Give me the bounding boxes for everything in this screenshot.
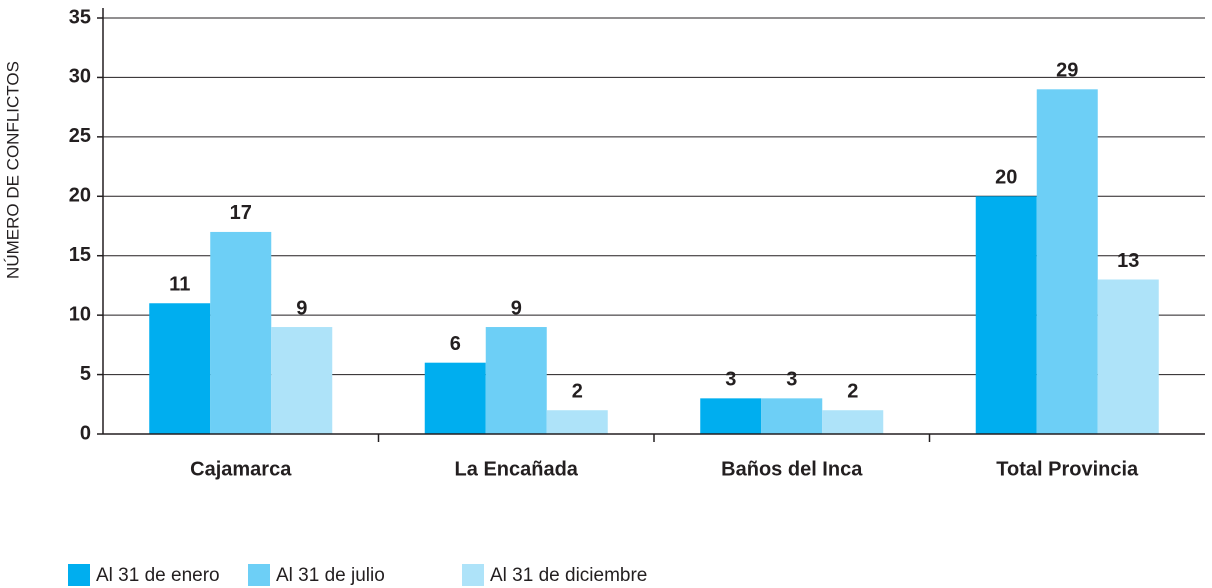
x-tick-label: Cajamarca bbox=[190, 458, 292, 480]
y-tick-label: 15 bbox=[69, 244, 91, 266]
legend-swatch bbox=[68, 564, 90, 586]
bar bbox=[546, 410, 608, 434]
data-label: 2 bbox=[847, 381, 858, 403]
bar bbox=[210, 231, 272, 434]
data-label: 11 bbox=[169, 274, 190, 296]
data-label: 3 bbox=[725, 369, 736, 391]
y-tick-label: 5 bbox=[80, 363, 91, 385]
data-label: 2 bbox=[572, 381, 583, 403]
bar bbox=[149, 303, 211, 434]
y-tick-label: 30 bbox=[69, 66, 91, 88]
y-tick-label: 35 bbox=[69, 6, 91, 28]
bar bbox=[700, 398, 762, 434]
bar bbox=[761, 398, 823, 434]
y-tick-label: 25 bbox=[69, 125, 91, 147]
legend-label: Al 31 de enero bbox=[96, 565, 220, 586]
legend-swatch bbox=[248, 564, 270, 586]
bar bbox=[975, 196, 1037, 434]
legend-label: Al 31 de julio bbox=[276, 565, 385, 586]
data-label: 9 bbox=[511, 297, 522, 319]
data-label: 3 bbox=[786, 369, 797, 391]
legend-label: Al 31 de diciembre bbox=[490, 565, 647, 586]
y-axis-label: NÚMERO DE CONFLICTOS bbox=[3, 61, 22, 279]
data-label: 6 bbox=[450, 333, 461, 355]
bar bbox=[485, 327, 547, 434]
bar bbox=[424, 362, 486, 434]
bar bbox=[822, 410, 884, 434]
y-tick-label: 20 bbox=[69, 185, 91, 207]
x-tick-label: Baños del Inca bbox=[721, 458, 863, 480]
bar bbox=[271, 327, 333, 434]
legend-swatch bbox=[462, 564, 484, 586]
y-tick-label: 0 bbox=[80, 422, 91, 444]
data-label: 13 bbox=[1117, 250, 1139, 272]
x-tick-label: Total Provincia bbox=[996, 458, 1139, 480]
x-tick-label: La Encañada bbox=[455, 458, 579, 480]
bar bbox=[1097, 279, 1159, 434]
bar bbox=[1036, 89, 1098, 435]
data-label: 20 bbox=[995, 167, 1017, 189]
data-label: 29 bbox=[1056, 60, 1078, 82]
data-label: 17 bbox=[230, 202, 252, 224]
y-tick-label: 10 bbox=[69, 303, 91, 325]
data-label: 9 bbox=[296, 297, 307, 319]
